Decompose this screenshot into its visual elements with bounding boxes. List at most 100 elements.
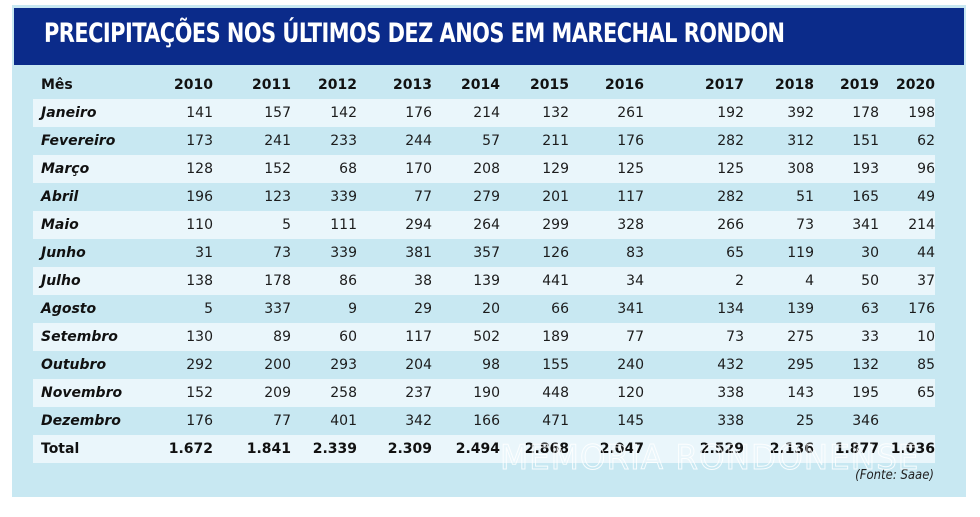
precipitation-cell: 208 [432,155,500,183]
precipitation-cell: 339 [330,245,357,261]
column-header-year: 2017 [705,77,744,93]
month-label: Março [33,155,153,183]
precipitation-cell: 176 [908,301,935,317]
precipitation-cell: 125 [644,155,744,183]
precipitation-cell: 471 [542,413,569,429]
precipitation-cell: 152 [213,155,291,183]
precipitation-cell: 237 [357,379,432,407]
precipitation-cell: 338 [717,413,744,429]
month-label: Novembro [33,379,153,407]
month-label: Outubro [41,357,107,373]
precipitation-cell: 77 [414,189,432,205]
precipitation-cell: 308 [744,155,814,183]
precipitation-cell: 338 [644,379,744,407]
table-row: Fevereiro 173 241 233 244 57 211 176 282 312 151 62 [33,127,935,155]
precipitation-cell: 65 [726,245,744,261]
table-body: Janeiro 141 157 142 176 214 132 261 192 392 178 198… [33,99,935,463]
precipitation-cell: 196 [186,189,213,205]
total-cell: 2.494 [432,435,500,463]
precipitation-cell: 120 [569,379,644,407]
precipitation-cell: 73 [273,245,291,261]
precipitation-cell: 129 [500,155,569,183]
precipitation-cell: 346 [852,413,879,429]
precipitation-cell: 292 [186,357,213,373]
month-label: Maio [33,211,153,239]
column-header-month: Mês [41,77,73,93]
precipitation-cell: 143 [744,379,814,407]
precipitation-cell: 282 [717,189,744,205]
precipitation-cell: 63 [861,301,879,317]
precipitation-cell: 244 [405,133,432,149]
precipitation-cell: 176 [617,133,644,149]
month-label: Junho [41,245,86,261]
precipitation-cell: 211 [542,133,569,149]
precipitation-cell: 342 [405,413,432,429]
precipitation-cell: 9 [348,301,357,317]
precipitation-cell: 339 [330,189,357,205]
precipitation-table: Mês 2010 2011 2012 2013 2014 2015 2016 2017 2018 2… [33,71,935,463]
total-cell: 2.339 [291,435,357,463]
precipitation-cell: 157 [213,99,291,127]
precipitation-cell: 261 [569,99,644,127]
precipitation-cell: 214 [432,99,500,127]
total-label: Total [33,435,153,463]
precipitation-cell: 89 [213,323,291,351]
table-row: Maio 110 5 111 294 264 299 328 266 73 341 214 [33,211,935,239]
precipitation-cell: 233 [330,133,357,149]
precipitation-cell: 73 [644,323,744,351]
month-label: Setembro [33,323,153,351]
column-header-year: 2012 [318,77,357,93]
total-cell: 1.841 [213,435,291,463]
header-row: Mês 2010 2011 2012 2013 2014 2015 2016 2017 2018 2… [33,71,935,99]
precipitation-cell: 190 [432,379,500,407]
precipitation-cell: 30 [861,245,879,261]
precipitation-cell: 50 [814,267,879,295]
precipitation-cell: 357 [473,245,500,261]
precipitation-cell: 138 [153,267,213,295]
precipitation-cell: 293 [330,357,357,373]
precipitation-cell: 132 [500,99,569,127]
precipitation-cell: 62 [917,133,935,149]
precipitation-cell: 139 [787,301,814,317]
precipitation-cell: 25 [796,413,814,429]
precipitation-cell: 119 [787,245,814,261]
precipitation-cell: 73 [744,211,814,239]
column-header-year: 2018 [775,77,814,93]
precipitation-cell: 279 [473,189,500,205]
watermark: MEMORIA RONDONENSE [500,438,920,479]
month-label: Fevereiro [41,133,116,149]
precipitation-cell: 166 [473,413,500,429]
precipitation-cell: 10 [879,323,935,351]
precipitation-cell: 258 [291,379,357,407]
page-title: PRECIPITAÇÕES NOS ÚLTIMOS DEZ ANOS EM MA… [44,18,785,49]
precipitation-cell: 282 [717,133,744,149]
precipitation-cell: 176 [186,413,213,429]
precipitation-cell: 134 [717,301,744,317]
precipitation-cell: 195 [814,379,879,407]
table-row: Junho 31 73 339 381 357 126 83 65 119 30 44 [33,239,935,267]
source-note: (Fonte: Saae) [855,468,934,483]
precipitation-cell: 29 [414,301,432,317]
precipitation-cell: 65 [879,379,935,407]
precipitation-cell: 214 [879,211,935,239]
total-cell: 1.877 [814,435,879,463]
precipitation-cell: 240 [617,357,644,373]
total-cell: 2.529 [644,435,744,463]
precipitation-cell: 337 [264,301,291,317]
precipitation-cell: 241 [264,133,291,149]
precipitation-cell: 328 [569,211,644,239]
precipitation-cell: 51 [796,189,814,205]
precipitation-cell: 165 [852,189,879,205]
precipitation-cell: 392 [744,99,814,127]
precipitation-cell: 294 [357,211,432,239]
precipitation-cell: 139 [432,267,500,295]
month-label: Abril [41,189,79,205]
precipitation-cell: 198 [879,99,935,127]
precipitation-cell: 128 [153,155,213,183]
precipitation-cell: 401 [330,413,357,429]
precipitation-cell: 192 [644,99,744,127]
table-row: Novembro 152 209 258 237 190 448 120 338 143 195 65 [33,379,935,407]
precipitation-cell: 123 [264,189,291,205]
precipitation-cell: 5 [204,301,213,317]
total-cell: 2.047 [569,435,644,463]
